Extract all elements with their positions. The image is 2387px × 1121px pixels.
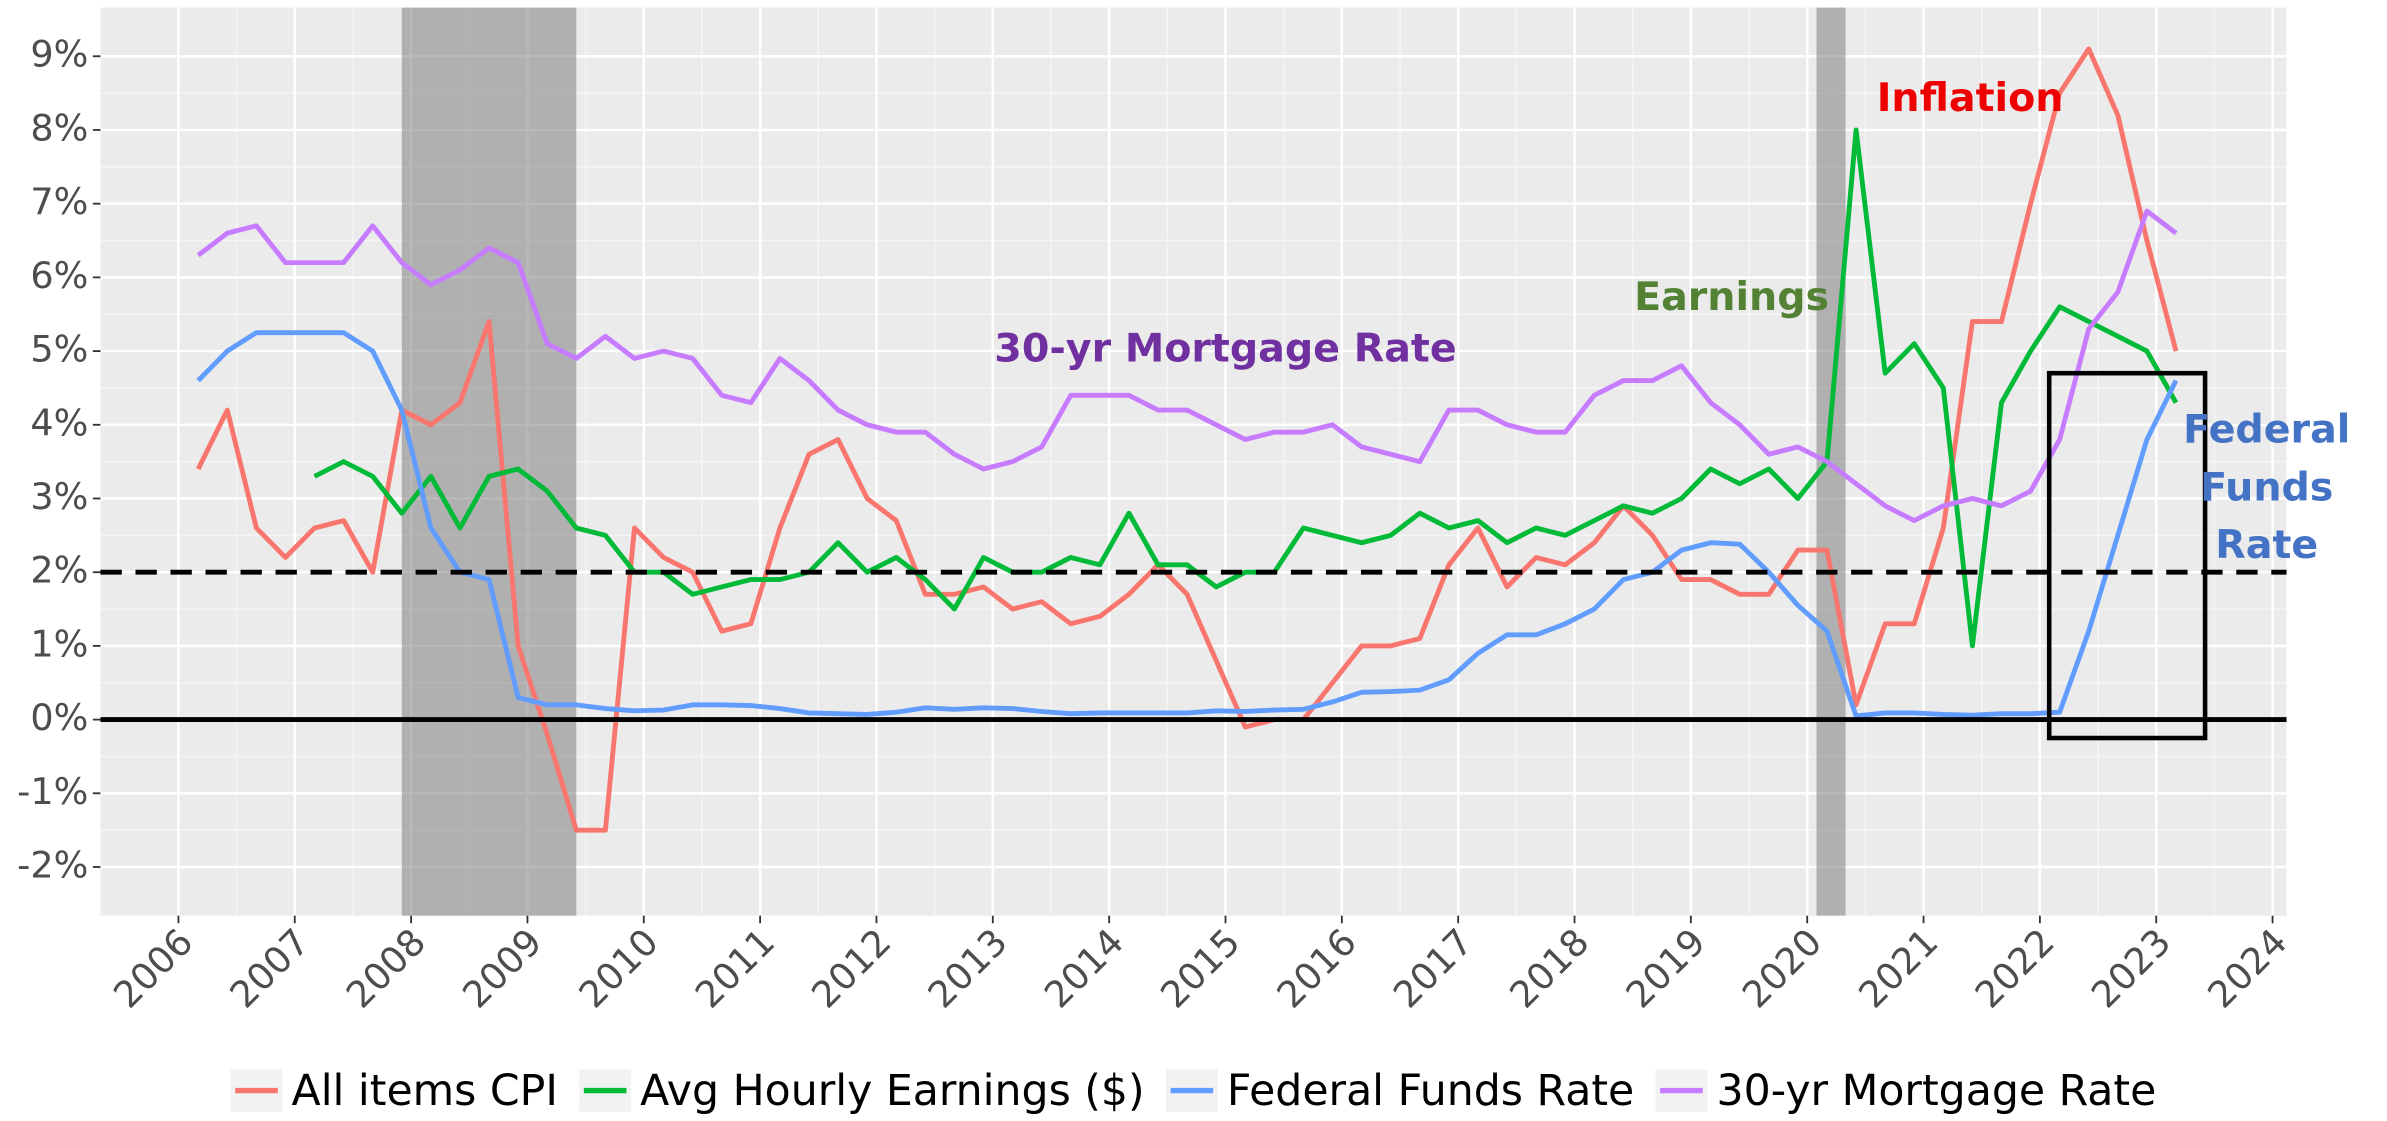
y-tick-label: 0% bbox=[30, 696, 88, 739]
series-line bbox=[313, 127, 2179, 649]
x-tick-label: 2009 bbox=[454, 920, 550, 1016]
x-tick-label: 2012 bbox=[803, 920, 899, 1016]
x-tick-label: 2024 bbox=[2199, 920, 2295, 1016]
y-tick-label: 4% bbox=[30, 401, 88, 444]
x-tick-label: 2018 bbox=[1501, 920, 1597, 1016]
y-tick-label: -2% bbox=[17, 844, 88, 887]
x-tick-label: 2017 bbox=[1385, 920, 1481, 1016]
x-tick-label: 2020 bbox=[1734, 920, 1830, 1016]
x-tick-label: 2014 bbox=[1036, 920, 1132, 1016]
y-tick-label: -1% bbox=[17, 770, 88, 813]
annotation: Inflation bbox=[1877, 75, 2064, 121]
annotation: Funds bbox=[2200, 464, 2333, 510]
x-tick-label: 2019 bbox=[1618, 920, 1714, 1016]
legend-label: 30-yr Mortgage Rate bbox=[1716, 1066, 2156, 1116]
x-tick-label: 2022 bbox=[1967, 920, 2063, 1016]
legend-label: Avg Hourly Earnings ($) bbox=[640, 1066, 1145, 1116]
x-tick-label: 2016 bbox=[1269, 920, 1365, 1016]
annotation: Earnings bbox=[1634, 274, 1829, 320]
y-tick-label: 5% bbox=[30, 328, 88, 371]
x-tick-label: 2007 bbox=[222, 920, 318, 1016]
legend-label: Federal Funds Rate bbox=[1227, 1066, 1634, 1116]
annotation: Rate bbox=[2215, 522, 2318, 568]
series-line bbox=[196, 208, 2178, 524]
highlight-box bbox=[2046, 370, 2208, 741]
series-line bbox=[196, 330, 2179, 719]
x-tick-label: 2013 bbox=[920, 920, 1016, 1016]
recession-shade bbox=[401, 7, 577, 916]
annotation: 30-yr Mortgage Rate bbox=[994, 326, 1456, 372]
y-tick-label: 1% bbox=[30, 622, 88, 665]
x-tick-label: 2023 bbox=[2083, 920, 2179, 1016]
series-line bbox=[196, 46, 2179, 833]
y-tick-label: 8% bbox=[30, 106, 88, 149]
y-tick-label: 9% bbox=[30, 33, 88, 76]
x-tick-label: 2006 bbox=[105, 920, 201, 1016]
y-tick-label: 6% bbox=[30, 254, 88, 297]
legend-label: All items CPI bbox=[292, 1066, 558, 1116]
recession-shade bbox=[1816, 7, 1846, 916]
x-tick-label: 2008 bbox=[338, 920, 434, 1016]
y-tick-label: 3% bbox=[30, 475, 88, 518]
annotation: Federal bbox=[2183, 407, 2350, 453]
x-tick-label: 2021 bbox=[1850, 920, 1946, 1016]
y-tick-label: 2% bbox=[30, 549, 88, 592]
x-tick-label: 2011 bbox=[687, 920, 783, 1016]
legend: All items CPI Avg Hourly Earnings ($) Fede… bbox=[230, 1066, 2156, 1116]
x-tick-label: 2010 bbox=[571, 920, 667, 1016]
x-tick-label: 2015 bbox=[1152, 920, 1248, 1016]
y-tick-label: 7% bbox=[30, 180, 88, 223]
